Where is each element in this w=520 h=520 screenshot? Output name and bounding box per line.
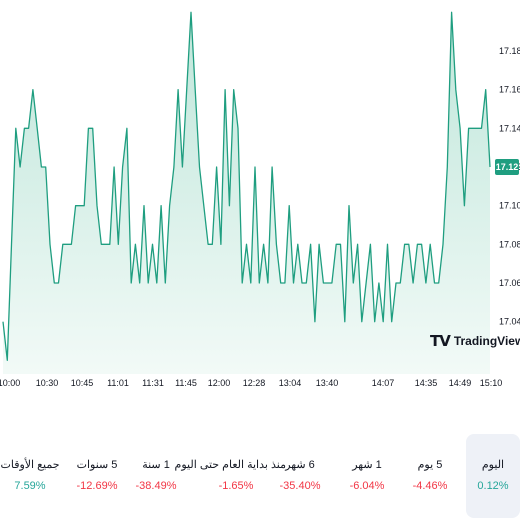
period-tab[interactable]: اليوم 0.12% — [466, 434, 520, 518]
period-label: جميع الأوقات — [0, 459, 60, 471]
period-performance-tabs: اليوم 0.12% 5 يوم 4.46%- 1 شهر 6.04%- 6 شهر 35.… — [0, 432, 520, 520]
period-tab[interactable]: 5 يوم 4.46%- — [398, 432, 462, 520]
x-tick-label: 10:30 — [36, 378, 59, 388]
period-change-value: 1.65%- — [218, 480, 254, 492]
period-label: 1 شهر — [352, 459, 382, 471]
price-area-fill — [3, 12, 490, 375]
y-tick-label: 17.08 — [499, 239, 520, 249]
period-label: 5 سنوات — [76, 459, 118, 471]
x-tick-label: 11:45 — [175, 378, 197, 388]
y-tick-label: 17.06 — [499, 278, 520, 288]
period-tab[interactable]: 6 شهر 35.40%- — [268, 432, 332, 520]
x-tick-label: 13:40 — [316, 378, 339, 388]
y-tick-label: 17.18 — [499, 46, 520, 56]
y-tick-label: 17.04 — [499, 317, 520, 327]
x-tick-label: 11:01 — [107, 378, 129, 388]
x-tick-label: 14:49 — [449, 378, 472, 388]
x-tick-label: 10:45 — [71, 378, 94, 388]
period-change-value: 38.49%- — [135, 480, 177, 492]
period-label: 1 سنة — [142, 459, 170, 471]
y-tick-label: 17.10 — [499, 201, 520, 211]
period-change-value: 6.04%- — [349, 480, 385, 492]
period-label: 5 يوم — [417, 459, 443, 471]
price-chart[interactable]: 17.18 17.16 17.14 17.12 17.10 17.08 17.06 17.04… — [0, 0, 520, 400]
period-change-value: 0.12% — [477, 480, 509, 492]
period-label: 6 شهر — [285, 459, 315, 471]
period-tab[interactable]: 5 سنوات 12.69%- — [65, 432, 129, 520]
watermark-text: TradingView — [453, 334, 520, 348]
tradingview-logo-icon: TV — [430, 332, 451, 350]
period-change-value: 4.46%- — [412, 480, 448, 492]
x-tick-label: 13:04 — [279, 378, 302, 388]
y-tick-label: 17.14 — [499, 123, 520, 133]
x-tick-label: 15:10 — [480, 378, 503, 388]
x-tick-label: 14:07 — [372, 378, 395, 388]
chart-canvas: 17.18 17.16 17.14 17.12 17.10 17.08 17.06 17.04… — [0, 11, 520, 388]
tradingview-watermark: TV TradingView — [430, 332, 520, 350]
period-tab[interactable]: 1 سنة 38.49%- — [124, 432, 188, 520]
period-label: اليوم — [481, 459, 505, 471]
period-tab[interactable]: 1 شهر 6.04%- — [335, 432, 399, 520]
x-tick-label: 14:35 — [415, 378, 438, 388]
x-tick-label: 11:31 — [142, 378, 164, 388]
period-change-value: 35.40%- — [279, 480, 321, 492]
current-price-badge — [495, 159, 519, 175]
x-tick-label: 12:00 — [208, 378, 231, 388]
y-tick-label: 17.16 — [499, 85, 520, 95]
period-tab[interactable]: منذ بداية العام حتى اليوم 1.65%- — [174, 432, 286, 520]
period-label: منذ بداية العام حتى اليوم — [174, 459, 286, 471]
x-tick-label: 10:00 — [0, 378, 20, 388]
period-change-value: 12.69%- — [76, 480, 118, 492]
price-line — [2, 11, 491, 361]
current-price-label: 17.12 — [496, 162, 519, 172]
period-tab[interactable]: جميع الأوقات 7.59% — [0, 432, 68, 520]
x-tick-label: 12:28 — [243, 378, 266, 388]
period-change-value: 7.59% — [14, 480, 46, 492]
